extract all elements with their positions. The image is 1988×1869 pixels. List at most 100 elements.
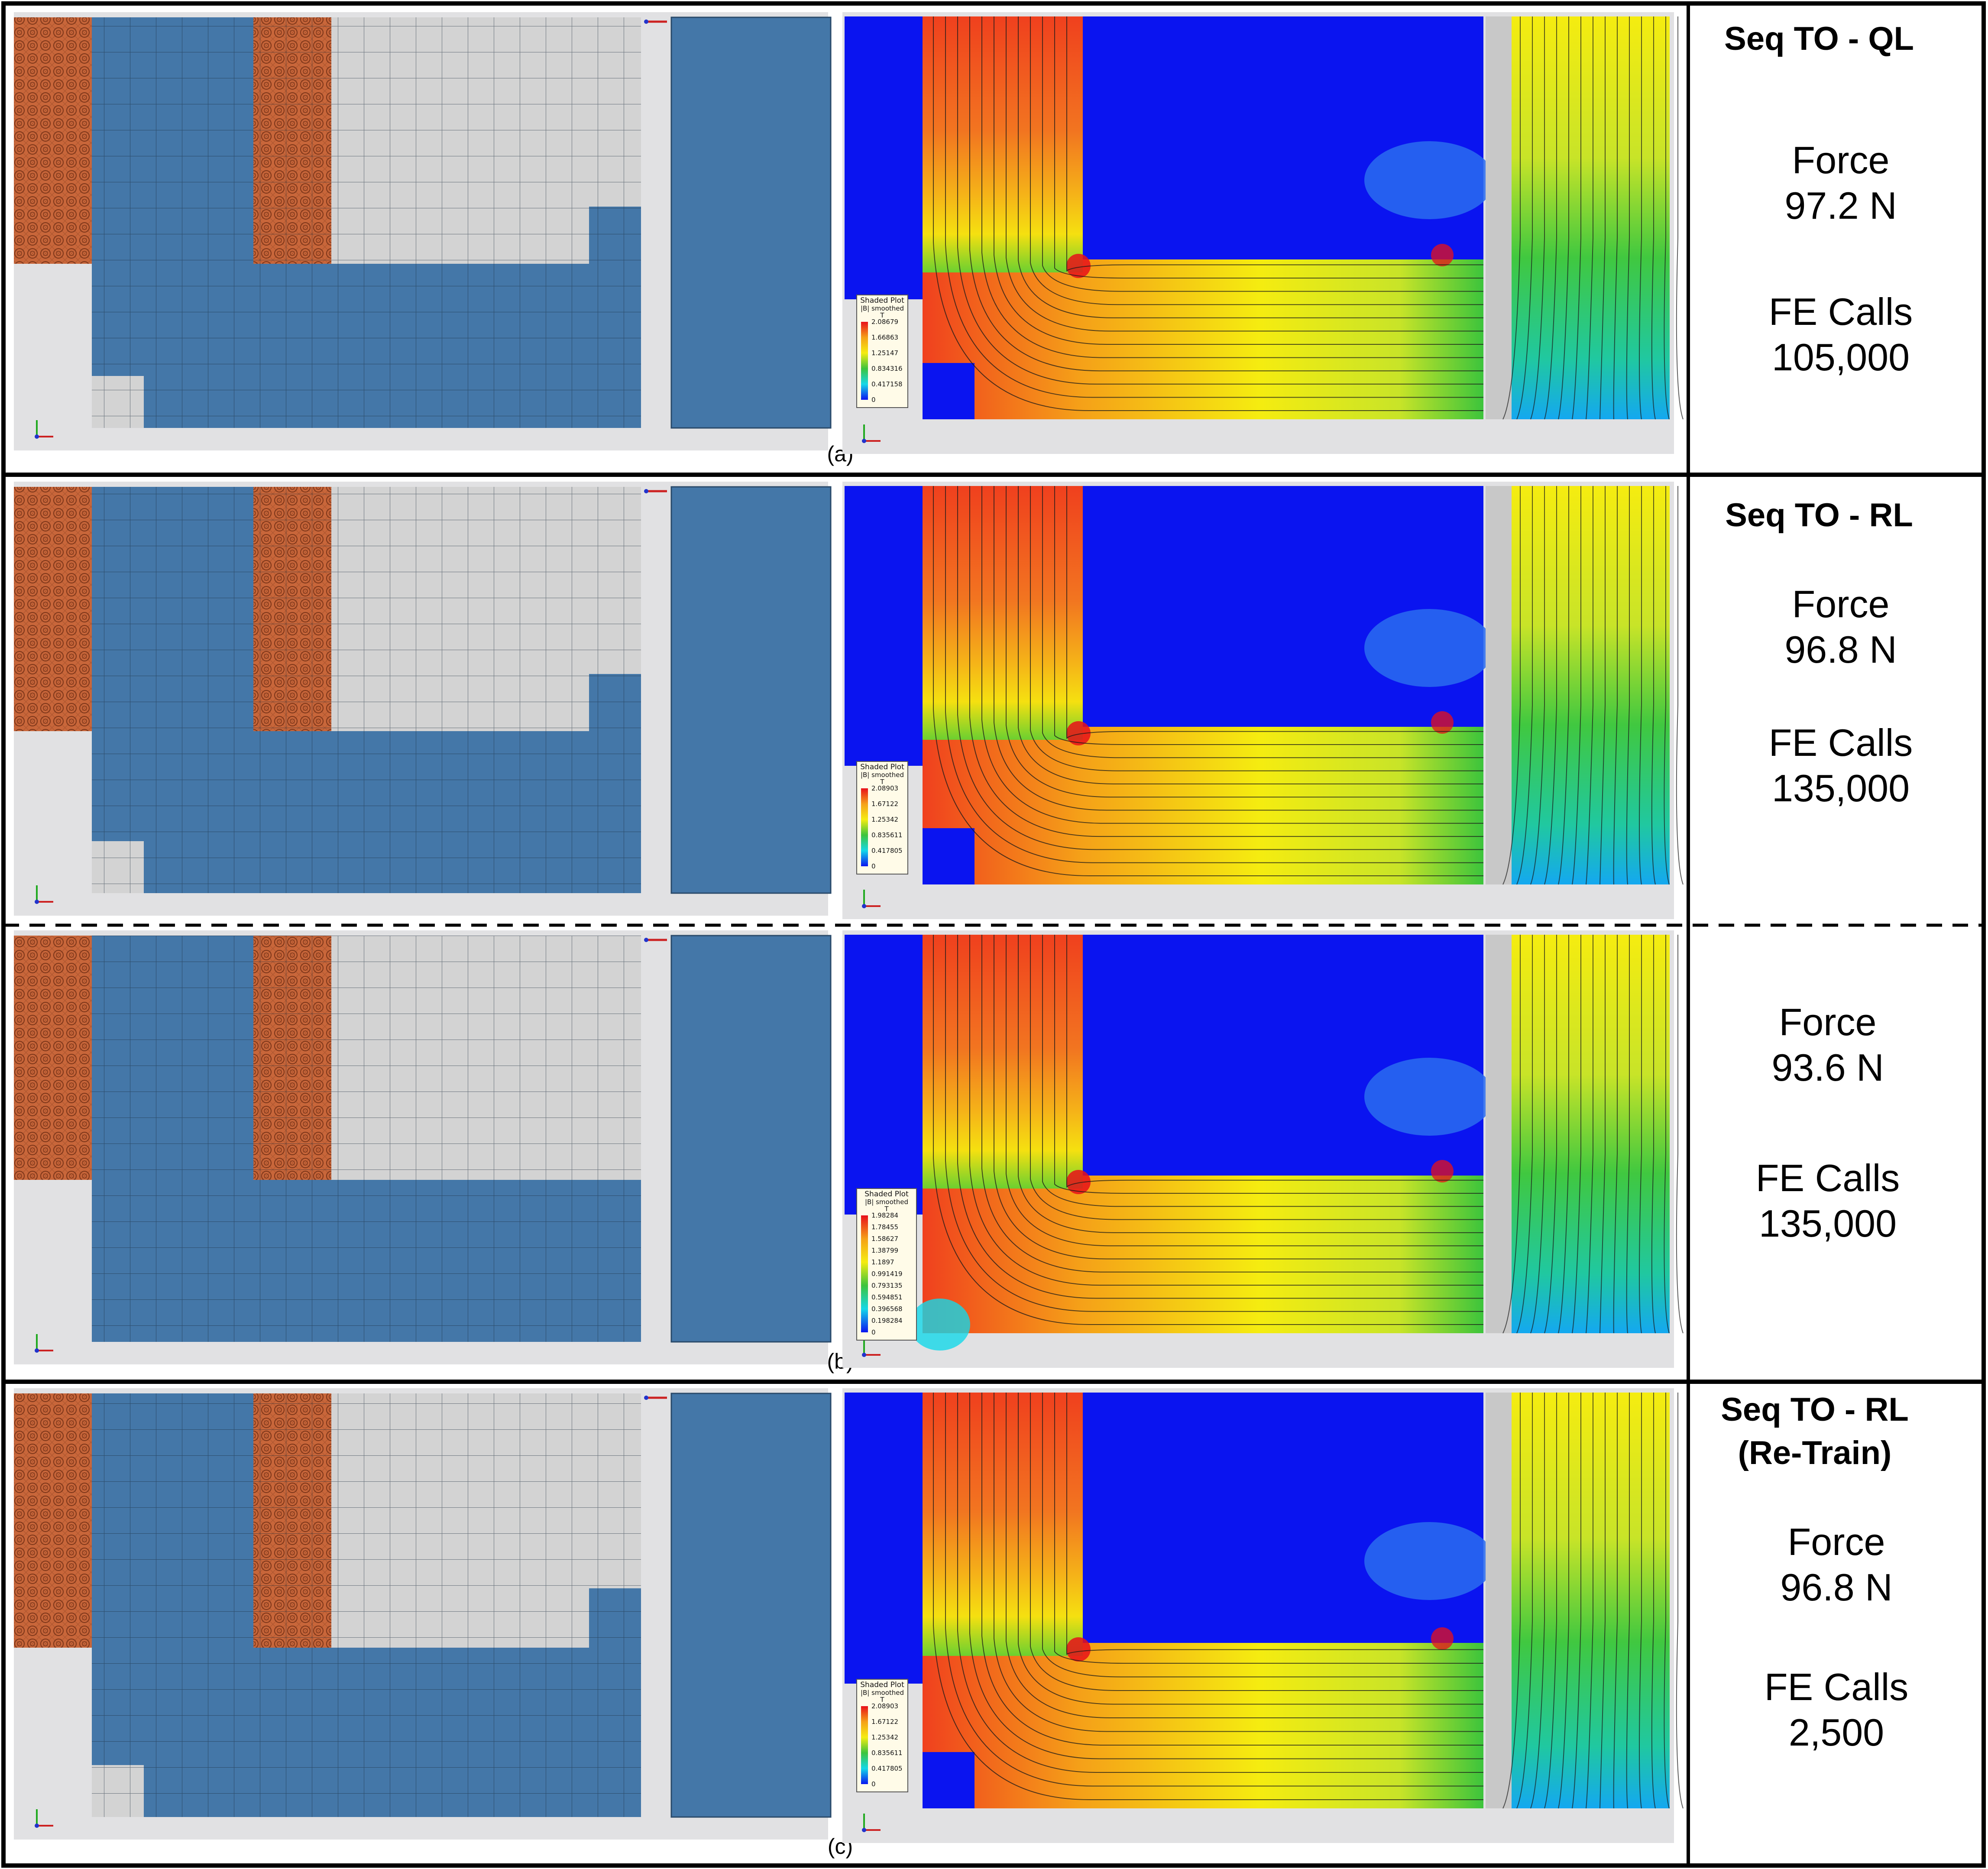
axis-z-icon xyxy=(862,439,866,443)
field-hotspot-outer xyxy=(1431,1627,1454,1650)
legend-unit: T xyxy=(880,311,884,319)
method-title: Seq TO - RL xyxy=(1725,497,1913,534)
flux-line xyxy=(945,16,1483,398)
legend-tick-label: 1.38799 xyxy=(871,1247,898,1254)
armature-flux-line xyxy=(1676,486,1684,885)
field-gap xyxy=(1486,935,1512,1333)
mesh-panel xyxy=(14,1388,832,1840)
legend-tick-label: 0.417158 xyxy=(871,380,903,388)
axis-z-icon xyxy=(862,1353,866,1357)
mesh-panel xyxy=(14,12,832,450)
armature-flux-line xyxy=(1558,935,1569,1334)
legend-tick-label: 0.835611 xyxy=(871,831,903,839)
field-hotspot-outer xyxy=(1431,711,1454,734)
legend-tick-label: 0.835611 xyxy=(871,1749,903,1757)
armature-flux-line xyxy=(1626,486,1630,885)
flux-line xyxy=(1054,16,1483,279)
method-title: (Re-Train) xyxy=(1738,1435,1892,1471)
method-title: Seq TO - RL xyxy=(1721,1391,1909,1428)
flux-line xyxy=(1030,1393,1483,1691)
legend-tick-label: 1.78455 xyxy=(871,1223,898,1231)
legend-title: Shaded Plot xyxy=(864,1190,909,1198)
flux-line xyxy=(969,16,1483,372)
armature-flux-line xyxy=(1502,935,1521,1334)
field-air-top xyxy=(1083,935,1483,1176)
legend-colorbar xyxy=(861,788,868,866)
flux-line xyxy=(994,1393,1483,1732)
field-air-corner xyxy=(923,828,975,884)
force-label: Force xyxy=(1779,1001,1877,1043)
mesh-panel xyxy=(14,930,832,1364)
flux-line xyxy=(1054,935,1483,1194)
flux-line xyxy=(981,1393,1483,1746)
armature-flux-line xyxy=(1586,935,1593,1334)
legend-tick-label: 1.25342 xyxy=(871,1733,898,1741)
mesh-grid xyxy=(92,17,641,428)
flux-line xyxy=(1018,16,1483,318)
flux-line xyxy=(957,16,1483,385)
armature-flux-lines xyxy=(1502,1393,1684,1809)
flux-line xyxy=(1066,486,1483,739)
field-armature xyxy=(1512,1393,1670,1808)
armature-flux-line xyxy=(1516,16,1533,420)
arrow-origin-icon xyxy=(644,489,648,493)
legend-tick-label: 2.08679 xyxy=(871,318,898,326)
field-leak-region xyxy=(1364,141,1494,219)
axis-z-icon xyxy=(35,1824,39,1828)
legend-tick-label: 0.396568 xyxy=(871,1305,903,1313)
field-air-top xyxy=(1083,1393,1483,1643)
fe-calls-label: FE Calls xyxy=(1769,721,1913,764)
legend-tick-label: 0.834316 xyxy=(871,365,903,373)
force-label: Force xyxy=(1792,139,1890,181)
armature-flux-line xyxy=(1572,935,1581,1334)
legend-tick-label: 2.08903 xyxy=(871,1702,898,1710)
legend-tick-label: 2.08903 xyxy=(871,784,898,792)
armature-block xyxy=(671,1393,831,1817)
armature-flux-line xyxy=(1676,1393,1684,1809)
legend-tick-label: 1.67122 xyxy=(871,800,898,808)
field-hotspot-inner xyxy=(1066,1170,1091,1194)
flux-line xyxy=(933,486,1483,876)
armature-outline xyxy=(670,1393,832,1818)
flux-line xyxy=(1042,486,1483,758)
field-yoke xyxy=(923,1176,1483,1333)
armature-flux-line xyxy=(1639,1393,1642,1809)
fe-calls-label: FE Calls xyxy=(1765,1665,1909,1708)
armature-flux-line xyxy=(1676,935,1684,1334)
armature-flux-lines xyxy=(1502,16,1684,420)
legend-title: Shaded Plot xyxy=(860,763,904,771)
flux-line xyxy=(1042,16,1483,292)
legend-title: Shaded Plot xyxy=(860,296,904,305)
legend-unit: T xyxy=(880,1696,884,1704)
method-title: Seq TO - QL xyxy=(1724,20,1914,57)
legend-tick-label: 1.25342 xyxy=(871,816,898,823)
flux-line xyxy=(1006,486,1483,798)
mesh-gap-left xyxy=(14,731,92,916)
flux-lines xyxy=(933,1393,1483,1800)
axis-z-icon xyxy=(35,900,39,904)
armature-flux-line xyxy=(1502,1393,1521,1809)
field-hotspot-inner xyxy=(1066,254,1091,278)
armature-flux-line xyxy=(1558,486,1569,885)
field-low-corner xyxy=(910,1299,970,1351)
flux-line xyxy=(1030,486,1483,771)
row-2: (b)Shaded Plot|B| smoothedT1.982841.7845… xyxy=(14,930,1900,1373)
flux-line xyxy=(945,486,1483,863)
legend-subtitle: |B| smoothed xyxy=(861,1689,904,1697)
armature-flux-line xyxy=(1599,1393,1606,1809)
legend-colorbar xyxy=(861,1706,868,1784)
armature-flux-line xyxy=(1651,16,1656,420)
armature-flux-line xyxy=(1599,16,1606,420)
legend-tick-label: 0.991419 xyxy=(871,1270,903,1278)
arrow-origin-icon xyxy=(644,1396,648,1400)
armature-flux-line xyxy=(1651,935,1656,1334)
arrow-origin-icon xyxy=(644,19,648,24)
armature-flux-line xyxy=(1639,16,1642,420)
armature-flux-line xyxy=(1544,1393,1557,1809)
armature-flux-line xyxy=(1664,935,1670,1334)
armature-flux-line xyxy=(1664,1393,1670,1809)
field-armature xyxy=(1512,16,1670,419)
